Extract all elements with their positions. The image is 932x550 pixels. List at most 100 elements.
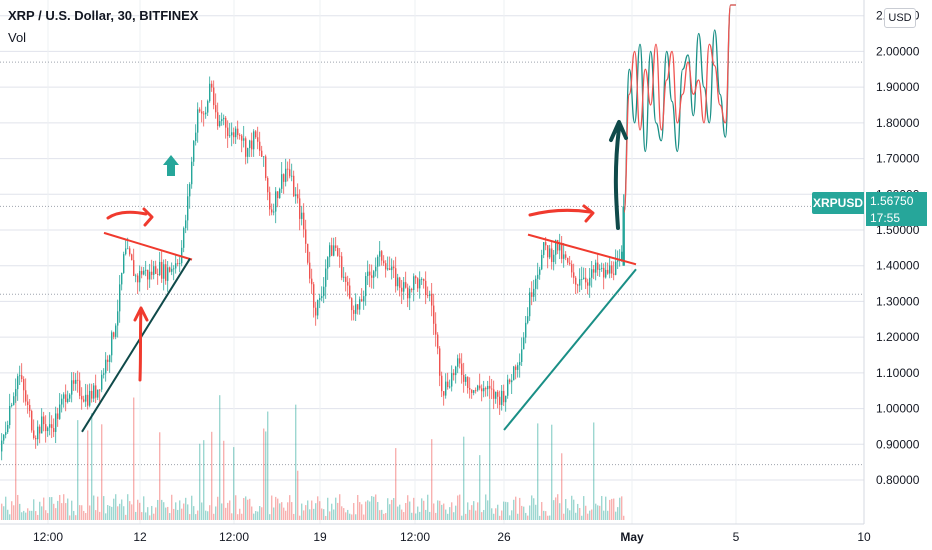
price-axis-label: 1.40000	[876, 259, 920, 273]
candle-body	[585, 277, 587, 283]
volume-bar	[121, 499, 123, 520]
volume-bar	[413, 497, 415, 520]
volume-bar	[81, 505, 83, 520]
candle-body	[171, 268, 173, 272]
candle-body	[127, 248, 129, 250]
volume-bar	[69, 515, 71, 520]
candle-body	[195, 132, 197, 142]
volume-bar	[389, 504, 391, 520]
freehand-up-arrow-red	[138, 308, 143, 382]
volume-bar	[279, 503, 281, 520]
volume-bar	[473, 501, 475, 520]
candle-body	[247, 148, 249, 157]
volume-bar	[437, 500, 439, 520]
candle-body	[163, 264, 165, 279]
candle-body	[459, 358, 461, 364]
volume-bar	[231, 513, 233, 520]
candle-body	[49, 424, 51, 428]
volume-bar	[427, 494, 429, 520]
volume-bar	[189, 514, 191, 520]
candle-body	[63, 394, 65, 399]
volume-bar	[509, 515, 511, 520]
volume-bar	[93, 495, 95, 520]
candle-body	[11, 404, 13, 407]
candle-body	[175, 263, 177, 269]
volume-bar	[115, 494, 117, 520]
volume-bar	[407, 495, 409, 520]
candle-body	[555, 240, 557, 255]
candle-body	[531, 292, 533, 297]
candle-body	[155, 266, 157, 274]
volume-bar	[109, 505, 111, 520]
volume-bar	[225, 507, 227, 520]
candle-body	[257, 137, 259, 142]
volume-bar	[541, 502, 543, 520]
candle-body	[289, 169, 291, 177]
volume-bar	[457, 495, 459, 520]
candle-body	[189, 184, 191, 197]
volume-bar	[555, 497, 557, 520]
volume-bar	[175, 502, 177, 520]
candle-body	[527, 316, 529, 323]
candle-body	[263, 156, 265, 158]
volume-bar	[411, 512, 413, 520]
volume-bar	[565, 499, 567, 520]
volume-bar	[325, 515, 327, 520]
candle-body	[83, 399, 85, 402]
time-axis-label: 12	[133, 530, 147, 544]
volume-bar	[235, 495, 237, 520]
candle-body	[79, 380, 81, 396]
volume-bar	[197, 510, 199, 520]
volume-bar	[345, 512, 347, 520]
candle-body	[593, 269, 595, 273]
candle-body	[309, 262, 311, 279]
volume-bar	[199, 443, 201, 520]
volume-bar	[117, 506, 119, 520]
candle-body	[515, 366, 517, 370]
candle-body	[393, 266, 395, 269]
volume-indicator-label[interactable]: Vol	[8, 30, 27, 45]
candle-body	[601, 267, 603, 269]
volume-bar	[347, 509, 349, 520]
candle-body	[483, 388, 485, 392]
volume-bar	[23, 510, 25, 520]
volume-bar	[145, 512, 147, 520]
volume-bar	[349, 513, 351, 520]
candle-body	[441, 375, 443, 392]
volume-bar	[57, 500, 59, 520]
candle-body	[465, 376, 467, 382]
candle-body	[485, 388, 487, 390]
projection-line	[623, 4, 736, 213]
volume-bar	[227, 502, 229, 520]
candle-body	[147, 269, 149, 280]
candle-body	[445, 381, 447, 396]
volume-bar	[237, 514, 239, 520]
candle-body	[511, 380, 513, 383]
price-axis-label: 2.00000	[876, 44, 920, 58]
volume-bar	[441, 504, 443, 520]
volume-bar	[505, 501, 507, 520]
candle-body	[231, 132, 233, 136]
volume-bar	[491, 508, 493, 520]
volume-bar	[125, 514, 127, 520]
volume-bar	[371, 496, 373, 520]
candle-body	[543, 242, 545, 255]
candle-body	[493, 389, 495, 399]
volume-bar	[271, 495, 273, 520]
volume-bar	[621, 496, 623, 520]
volume-bar	[267, 411, 269, 520]
volume-bar	[355, 514, 357, 520]
volume-bar	[41, 506, 43, 520]
volume-bar	[429, 511, 431, 520]
volume-bar	[537, 423, 539, 520]
candle-body	[533, 288, 535, 297]
volume-bar	[605, 496, 607, 520]
price-axis-label: 0.80000	[876, 473, 920, 487]
candle-body	[529, 292, 531, 317]
candle-body	[509, 379, 511, 383]
time-axis-label: 5	[733, 530, 740, 544]
candle-body	[587, 282, 589, 286]
volume-bar	[27, 508, 29, 520]
currency-button[interactable]: USD	[884, 8, 916, 28]
